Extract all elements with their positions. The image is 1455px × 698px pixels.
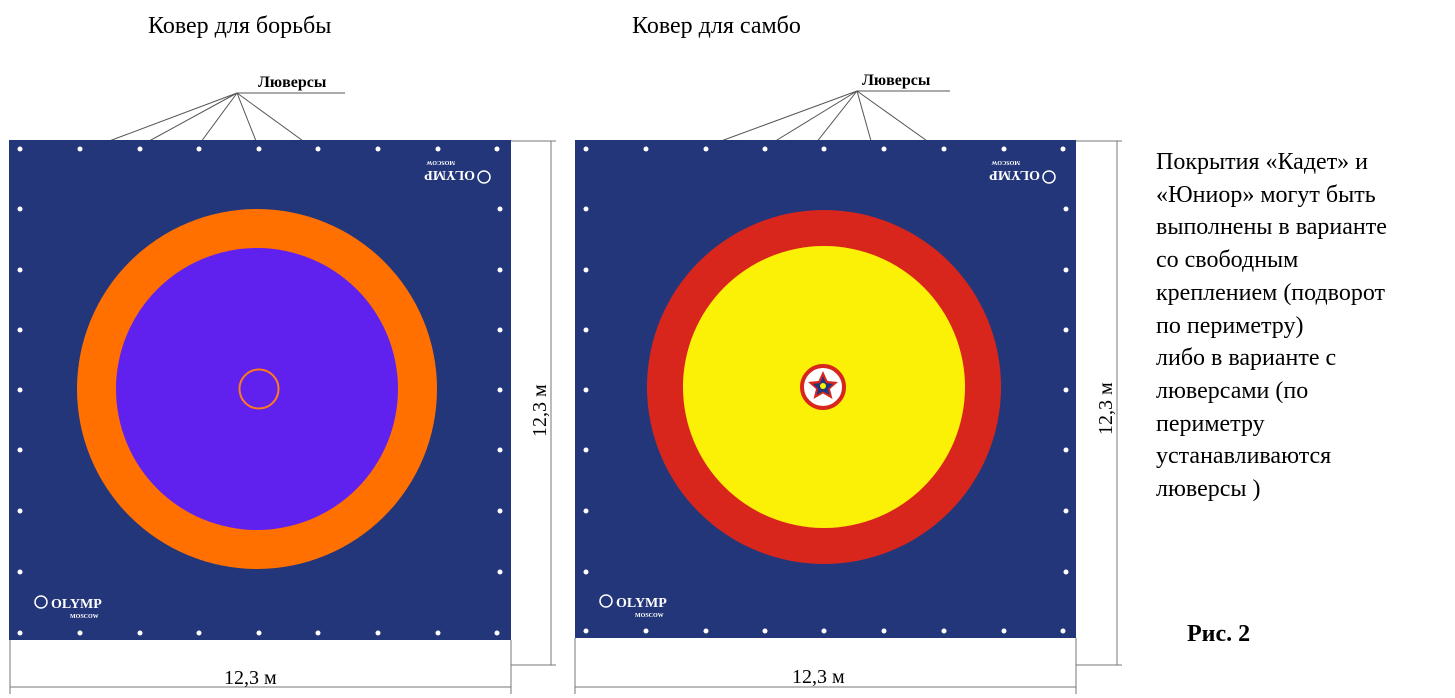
- side-text-line: со свободным: [1156, 247, 1299, 274]
- wrestling-mat: OLYMP MOSCOW OLYMP MOSCOW 12,3 м 12,3 м: [9, 92, 556, 694]
- olymp-logo-rotated: OLYMP MOSCOW: [424, 159, 491, 184]
- logo-city: MOSCOW: [426, 159, 455, 165]
- logo-city: MOSCOW: [635, 613, 664, 619]
- sambo-height-dimension: [1076, 140, 1122, 666]
- logo-brand: OLYMP: [424, 167, 475, 182]
- side-text-line: либо в варианте с: [1156, 345, 1337, 372]
- side-text-line: «Юниор» могут быть: [1156, 181, 1376, 208]
- grommet-leader-lines: [701, 90, 938, 149]
- side-text-line: выполнены в варианте: [1156, 214, 1387, 241]
- wrestling-central-zone: [116, 248, 398, 530]
- logo-city: MOSCOW: [991, 159, 1020, 165]
- sambo-emblem: [800, 364, 846, 410]
- olymp-logo: OLYMP MOSCOW: [34, 595, 102, 620]
- side-description: Покрытия «Кадет» и «Юниор» могут быть вы…: [1156, 146, 1455, 506]
- sambo-height-label: 12,3 м: [1095, 382, 1117, 435]
- sambo-width-dimension: [574, 638, 1077, 694]
- logo-city: MOSCOW: [70, 614, 99, 620]
- side-text-line: устанавливаются: [1156, 443, 1332, 470]
- wrestling-grommets: [17, 146, 503, 636]
- grommet-leader-lines: [95, 92, 311, 147]
- wrestling-mat-title: Ковер для борьбы: [148, 13, 332, 39]
- logo-brand: OLYMP: [51, 597, 102, 612]
- figure-label: Рис. 2: [1187, 621, 1251, 647]
- side-text-line: люверсами (по: [1156, 377, 1309, 404]
- olymp-logo: OLYMP MOSCOW: [599, 594, 667, 619]
- grommets-label-right: Люверсы: [862, 72, 931, 89]
- grommets-label-left: Люверсы: [258, 74, 327, 91]
- side-text-line: креплением (подворот: [1156, 279, 1386, 306]
- logo-brand: OLYMP: [616, 596, 667, 611]
- logo-brand: OLYMP: [989, 167, 1040, 182]
- wrestling-height-dimension: [511, 140, 556, 666]
- side-text-line: по периметру): [1156, 312, 1304, 339]
- sambo-mat-title: Ковер для самбо: [632, 13, 801, 39]
- wrestling-width-dimension: [9, 640, 512, 694]
- sambo-grommets: [583, 146, 1069, 634]
- side-text-line: периметру: [1156, 410, 1265, 437]
- olymp-logo-rotated: OLYMP MOSCOW: [989, 159, 1056, 184]
- sambo-mat: OLYMP MOSCOW OLYMP MOSCOW 12,3 м 12,3 м: [574, 90, 1122, 694]
- wrestling-width-label: 12,3 м: [224, 667, 277, 689]
- wrestling-height-label: 12,3 м: [529, 384, 551, 437]
- wrestling-center-circle: [238, 368, 280, 410]
- side-text-line: Покрытия «Кадет» и: [1156, 149, 1369, 175]
- sambo-width-label: 12,3 м: [792, 666, 845, 688]
- side-text-line: люверсы ): [1156, 476, 1261, 503]
